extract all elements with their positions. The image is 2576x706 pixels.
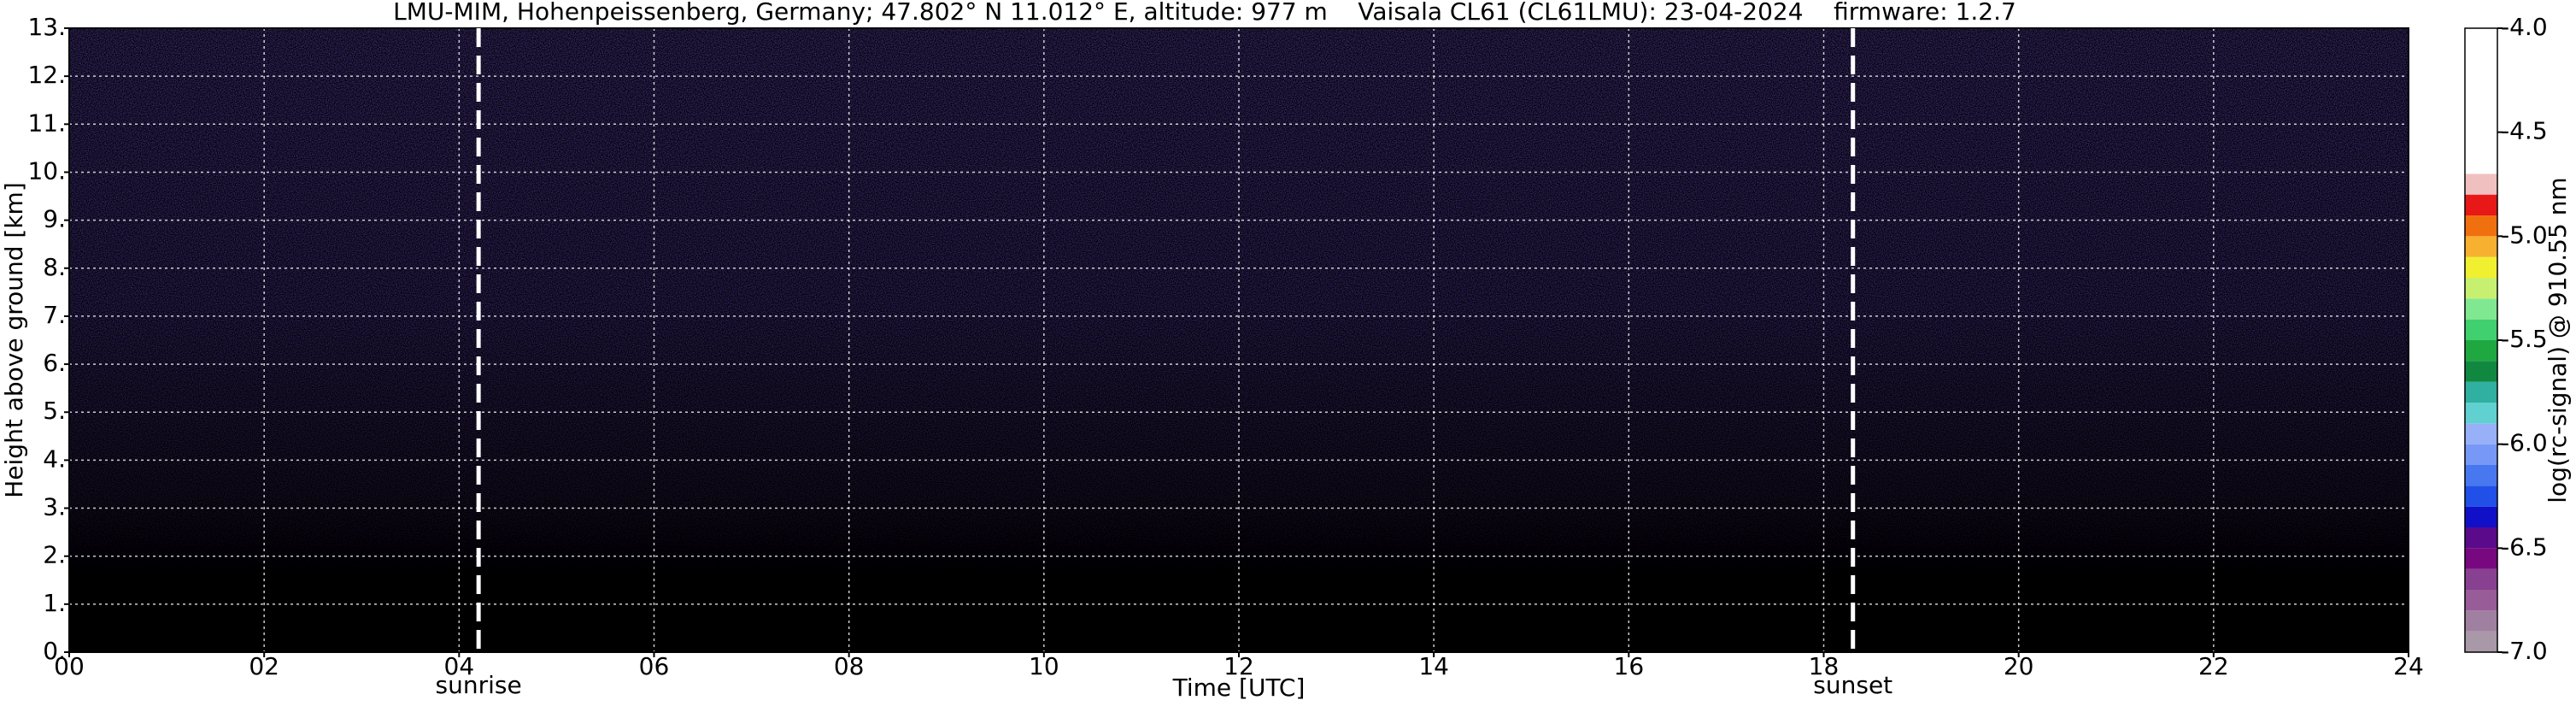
colorbar-label: log(rc-signal) @ 910.55 nm bbox=[2544, 177, 2572, 503]
colorbar-tick-label: -5.5 bbox=[2501, 325, 2548, 353]
x-tick-label: 12 bbox=[1223, 652, 1254, 680]
x-tick-label: 08 bbox=[834, 652, 865, 680]
colorbar-bin bbox=[2465, 28, 2497, 174]
colorbar-bin bbox=[2465, 236, 2497, 257]
colorbar-bin bbox=[2465, 403, 2497, 424]
colorbar-bin bbox=[2465, 278, 2497, 299]
y-tick-label: 8. bbox=[43, 253, 66, 281]
y-tick-label: 9. bbox=[43, 205, 66, 233]
colorbar-tick-label: -5.0 bbox=[2501, 221, 2548, 249]
x-axis-label: Time [UTC] bbox=[1172, 674, 1306, 702]
colorbar-tick-label: -4.5 bbox=[2501, 117, 2548, 145]
colorbar-bin bbox=[2465, 568, 2497, 590]
colorbar-bin bbox=[2465, 527, 2497, 549]
x-tick-label: 06 bbox=[639, 652, 670, 680]
sun-marker-label: sunset bbox=[1813, 671, 1892, 699]
x-tick-label: 16 bbox=[1614, 652, 1645, 680]
colorbar-bin bbox=[2465, 506, 2497, 527]
colorbar-tick-label: -7.0 bbox=[2501, 637, 2548, 665]
colorbar-tick-label: -6.0 bbox=[2501, 429, 2548, 457]
y-tick-label: 7. bbox=[43, 301, 66, 329]
colorbar-bin bbox=[2465, 465, 2497, 486]
x-tick-label: 02 bbox=[249, 652, 279, 680]
x-tick-label: 04 bbox=[444, 652, 475, 680]
colorbar-tick-label: -6.5 bbox=[2501, 532, 2548, 561]
chart-title: LMU-MIM, Hohenpeissenberg, Germany; 47.8… bbox=[393, 0, 2016, 26]
colorbar-bin bbox=[2465, 361, 2497, 382]
x-tick-label: 18 bbox=[1809, 652, 1840, 680]
colorbar-tick-label: -4.0 bbox=[2501, 13, 2548, 41]
colorbar-bin bbox=[2465, 215, 2497, 237]
x-tick-label: 24 bbox=[2393, 652, 2424, 680]
colorbar-bin bbox=[2465, 381, 2497, 403]
colorbar-bin bbox=[2465, 194, 2497, 215]
y-tick-label: 1. bbox=[43, 589, 66, 617]
colorbar-bin bbox=[2465, 485, 2497, 507]
colorbar-bin bbox=[2465, 319, 2497, 340]
colorbar-bin bbox=[2465, 423, 2497, 444]
x-tick-label: 20 bbox=[2004, 652, 2034, 680]
colorbar-bin bbox=[2465, 631, 2497, 652]
y-tick-label: 4. bbox=[43, 444, 66, 473]
colorbar-bin bbox=[2465, 256, 2497, 278]
colorbar-bin bbox=[2465, 590, 2497, 611]
colorbar-bin bbox=[2465, 444, 2497, 465]
colorbar-bin bbox=[2465, 340, 2497, 362]
y-tick-label: 10. bbox=[27, 156, 66, 185]
y-tick-label: 5. bbox=[43, 397, 66, 425]
y-tick-label: 3. bbox=[43, 493, 66, 521]
y-tick-label: 12. bbox=[27, 61, 66, 89]
y-tick-label: 6. bbox=[43, 349, 66, 377]
y-tick-label: 13. bbox=[27, 13, 66, 41]
colorbar-bin bbox=[2465, 610, 2497, 632]
sun-marker-label: sunrise bbox=[436, 671, 522, 699]
x-tick-label: 10 bbox=[1029, 652, 1059, 680]
colorbar-bin bbox=[2465, 548, 2497, 569]
y-axis-label: Height above ground [km] bbox=[0, 182, 28, 498]
x-tick-label: 14 bbox=[1418, 652, 1449, 680]
y-tick-label: 2. bbox=[43, 541, 66, 569]
y-tick-label: 0. bbox=[43, 637, 66, 665]
plot-frame bbox=[68, 27, 2409, 653]
x-tick-label: 00 bbox=[54, 652, 85, 680]
colorbar-bin bbox=[2465, 298, 2497, 320]
colorbar-bin bbox=[2465, 174, 2497, 195]
y-tick-label: 11. bbox=[27, 109, 66, 137]
x-tick-label: 22 bbox=[2198, 652, 2229, 680]
